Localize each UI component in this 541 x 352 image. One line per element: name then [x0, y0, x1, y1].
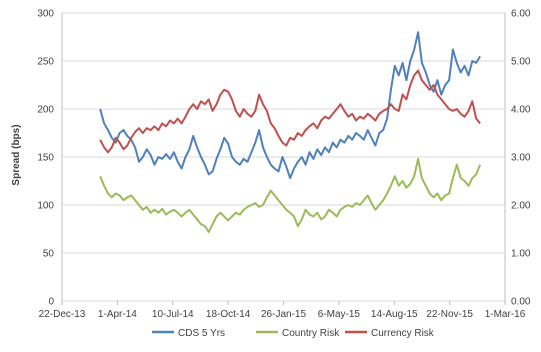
y-tick-label: 150 — [37, 153, 54, 164]
x-tick-label: 6-May-15 — [318, 309, 361, 320]
x-tick-label: 1-Apr-14 — [98, 309, 137, 320]
y-tick-label: 0 — [48, 297, 54, 308]
y2-tick-label: 0.00 — [511, 297, 531, 308]
y2-tick-label: 3.00 — [511, 153, 531, 164]
x-tick-label: 18-Oct-14 — [206, 309, 251, 320]
y-tick-label: 100 — [37, 201, 54, 212]
legend-label: Currency Risk — [371, 328, 435, 339]
y-tick-label: 250 — [37, 57, 54, 68]
y-tick-label: 50 — [43, 249, 55, 260]
y-tick-label: 200 — [37, 105, 54, 116]
legend: CDS 5 Yrs Country Risk Currency Risk — [152, 328, 435, 339]
x-tick-label: 1-Mar-16 — [485, 309, 526, 320]
series-lines — [99, 31, 482, 233]
x-tick-label: 22-Dec-13 — [39, 309, 86, 320]
axis-labels: Spread (bps) — [11, 124, 22, 185]
series-line-currency-risk — [99, 69, 481, 154]
axes: 0 50 100 150 200 250 300 0.00 1.00 2.00 3.00 4.00 5.… — [37, 9, 531, 321]
y2-tick-label: 2.00 — [511, 201, 531, 212]
x-tick-label: 14-Aug-15 — [371, 309, 418, 320]
y-tick-label: 300 — [37, 9, 54, 20]
x-tick-label: 26-Jan-15 — [261, 309, 306, 320]
y-axis-title: Spread (bps) — [11, 124, 22, 185]
series-line-cds-5-yrs — [99, 31, 481, 180]
legend-label: CDS 5 Yrs — [178, 328, 225, 339]
x-tick-label: 22-Nov-15 — [426, 309, 473, 320]
x-tick-label: 10-Jul-14 — [152, 309, 194, 320]
legend-label: Country Risk — [282, 328, 340, 339]
y2-tick-label: 1.00 — [511, 249, 531, 260]
series-line-country-risk — [99, 157, 482, 233]
gridlines — [61, 12, 506, 302]
y2-tick-label: 6.00 — [511, 9, 531, 20]
y2-tick-label: 4.00 — [511, 105, 531, 116]
y2-tick-label: 5.00 — [511, 57, 531, 68]
